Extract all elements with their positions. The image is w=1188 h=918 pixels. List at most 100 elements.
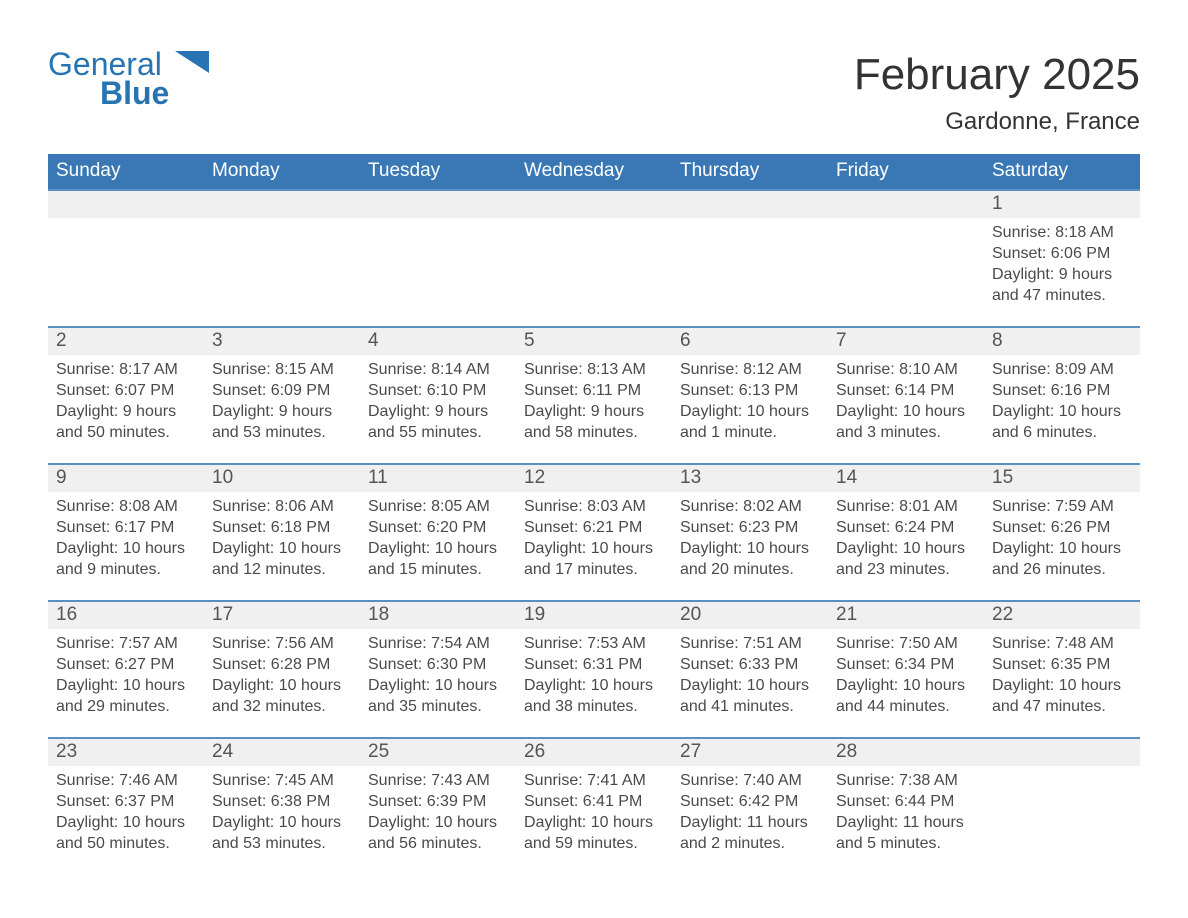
daylight-text: Daylight: 10 hours and 26 minutes. — [992, 538, 1132, 580]
day-number: 9 — [48, 465, 204, 492]
calendar-rows: 1 Sunrise: 8:18 AMSunset: 6:06 PM Daylight… — [48, 189, 1140, 874]
day-number: 25 — [360, 739, 516, 766]
sunset-text: Sunset: 6:26 PM — [992, 517, 1132, 538]
sunset-text: Sunset: 6:16 PM — [992, 380, 1132, 401]
sunrise-text: Sunrise: 8:12 AM — [680, 359, 820, 380]
sunset-text: Sunset: 6:37 PM — [56, 791, 196, 812]
sunset-text: Sunset: 6:44 PM — [836, 791, 976, 812]
daylight-text: Daylight: 11 hours and 2 minutes. — [680, 812, 820, 854]
sunset-text: Sunset: 6:35 PM — [992, 654, 1132, 675]
day-cell: Sunrise: 7:46 AMSunset: 6:37 PMDaylight:… — [48, 766, 204, 858]
logo-word2: Blue — [48, 79, 169, 108]
daynum-row: 2345678 — [48, 326, 1140, 355]
day-number: 4 — [360, 328, 516, 355]
day-cell: Sunrise: 8:17 AMSunset: 6:07 PMDaylight:… — [48, 355, 204, 447]
sunset-text: Sunset: 6:30 PM — [368, 654, 508, 675]
day-number: 24 — [204, 739, 360, 766]
day-cell: Sunrise: 7:40 AMSunset: 6:42 PMDaylight:… — [672, 766, 828, 858]
sunrise-text: Sunrise: 7:59 AM — [992, 496, 1132, 517]
logo-triangle-icon — [175, 51, 209, 78]
day-number — [204, 191, 360, 218]
daylight-text: Daylight: 10 hours and 17 minutes. — [524, 538, 664, 580]
sunset-text: Sunset: 6:06 PM — [992, 243, 1132, 264]
daylight-text: Daylight: 10 hours and 29 minutes. — [56, 675, 196, 717]
sunset-text: Sunset: 6:31 PM — [524, 654, 664, 675]
day-cell: Sunrise: 8:02 AMSunset: 6:23 PMDaylight:… — [672, 492, 828, 584]
sunset-text: Sunset: 6:21 PM — [524, 517, 664, 538]
daylight-text: Daylight: 10 hours and 53 minutes. — [212, 812, 352, 854]
top-bar: General Blue February 2025 Gardonne, Fra… — [48, 50, 1140, 136]
day-cell: Sunrise: 8:10 AMSunset: 6:14 PMDaylight:… — [828, 355, 984, 447]
sunrise-text: Sunrise: 8:08 AM — [56, 496, 196, 517]
day-cell: Sunrise: 8:01 AMSunset: 6:24 PMDaylight:… — [828, 492, 984, 584]
sunset-text: Sunset: 6:42 PM — [680, 791, 820, 812]
sunrise-text: Sunrise: 7:56 AM — [212, 633, 352, 654]
day-number: 8 — [984, 328, 1140, 355]
sunrise-text: Sunrise: 8:03 AM — [524, 496, 664, 517]
day-number: 6 — [672, 328, 828, 355]
day-number — [672, 191, 828, 218]
weekday-saturday: Saturday — [984, 154, 1140, 189]
day-cell: Sunrise: 7:51 AMSunset: 6:33 PMDaylight:… — [672, 629, 828, 721]
sunrise-text: Sunrise: 7:54 AM — [368, 633, 508, 654]
weekday-tuesday: Tuesday — [360, 154, 516, 189]
day-cell: Sunrise: 8:06 AMSunset: 6:18 PMDaylight:… — [204, 492, 360, 584]
sunrise-text: Sunrise: 7:48 AM — [992, 633, 1132, 654]
day-cell: Sunrise: 7:57 AMSunset: 6:27 PMDaylight:… — [48, 629, 204, 721]
day-number: 1 — [984, 191, 1140, 218]
daylight-text: Daylight: 9 hours and 53 minutes. — [212, 401, 352, 443]
details-row: Sunrise: 8:17 AMSunset: 6:07 PMDaylight:… — [48, 355, 1140, 463]
day-number: 21 — [828, 602, 984, 629]
sunset-text: Sunset: 6:20 PM — [368, 517, 508, 538]
day-number: 15 — [984, 465, 1140, 492]
day-cell: Sunrise: 8:14 AMSunset: 6:10 PMDaylight:… — [360, 355, 516, 447]
sunrise-text: Sunrise: 8:15 AM — [212, 359, 352, 380]
sunrise-text: Sunrise: 8:17 AM — [56, 359, 196, 380]
day-cell — [204, 218, 360, 310]
daylight-text: Daylight: 10 hours and 1 minute. — [680, 401, 820, 443]
day-cell: Sunrise: 7:54 AMSunset: 6:30 PMDaylight:… — [360, 629, 516, 721]
sunrise-text: Sunrise: 8:09 AM — [992, 359, 1132, 380]
daylight-text: Daylight: 10 hours and 44 minutes. — [836, 675, 976, 717]
sunset-text: Sunset: 6:14 PM — [836, 380, 976, 401]
daylight-text: Daylight: 10 hours and 50 minutes. — [56, 812, 196, 854]
daynum-row: 1 — [48, 189, 1140, 218]
day-cell — [984, 766, 1140, 858]
day-number: 19 — [516, 602, 672, 629]
details-row: Sunrise: 7:46 AMSunset: 6:37 PMDaylight:… — [48, 766, 1140, 874]
day-number: 3 — [204, 328, 360, 355]
sunrise-text: Sunrise: 8:05 AM — [368, 496, 508, 517]
sunrise-text: Sunrise: 8:18 AM — [992, 222, 1132, 243]
sunrise-text: Sunrise: 7:51 AM — [680, 633, 820, 654]
sunset-text: Sunset: 6:13 PM — [680, 380, 820, 401]
day-cell: Sunrise: 8:09 AMSunset: 6:16 PMDaylight:… — [984, 355, 1140, 447]
weekday-monday: Monday — [204, 154, 360, 189]
day-cell — [360, 218, 516, 310]
sunset-text: Sunset: 6:17 PM — [56, 517, 196, 538]
day-number — [360, 191, 516, 218]
day-cell: Sunrise: 7:50 AMSunset: 6:34 PMDaylight:… — [828, 629, 984, 721]
sunrise-text: Sunrise: 8:14 AM — [368, 359, 508, 380]
sunrise-text: Sunrise: 7:45 AM — [212, 770, 352, 791]
details-row: Sunrise: 8:08 AMSunset: 6:17 PM Daylight:… — [48, 492, 1140, 600]
day-cell: Sunrise: 7:59 AMSunset: 6:26 PMDaylight:… — [984, 492, 1140, 584]
day-number: 18 — [360, 602, 516, 629]
sunrise-text: Sunrise: 7:38 AM — [836, 770, 976, 791]
sunset-text: Sunset: 6:39 PM — [368, 791, 508, 812]
daylight-text: Daylight: 10 hours and 41 minutes. — [680, 675, 820, 717]
calendar-page: General Blue February 2025 Gardonne, Fra… — [0, 0, 1188, 914]
day-cell: Sunrise: 8:03 AMSunset: 6:21 PMDaylight:… — [516, 492, 672, 584]
daylight-text: Daylight: 10 hours and 23 minutes. — [836, 538, 976, 580]
day-cell — [828, 218, 984, 310]
day-number: 5 — [516, 328, 672, 355]
sunset-text: Sunset: 6:09 PM — [212, 380, 352, 401]
day-cell: Sunrise: 7:45 AMSunset: 6:38 PMDaylight:… — [204, 766, 360, 858]
day-cell — [672, 218, 828, 310]
sunrise-text: Sunrise: 8:10 AM — [836, 359, 976, 380]
sunrise-text: Sunrise: 8:02 AM — [680, 496, 820, 517]
day-number: 7 — [828, 328, 984, 355]
sunset-text: Sunset: 6:24 PM — [836, 517, 976, 538]
day-number — [984, 739, 1140, 766]
day-number — [48, 191, 204, 218]
daylight-text: Daylight: 10 hours and 47 minutes. — [992, 675, 1132, 717]
